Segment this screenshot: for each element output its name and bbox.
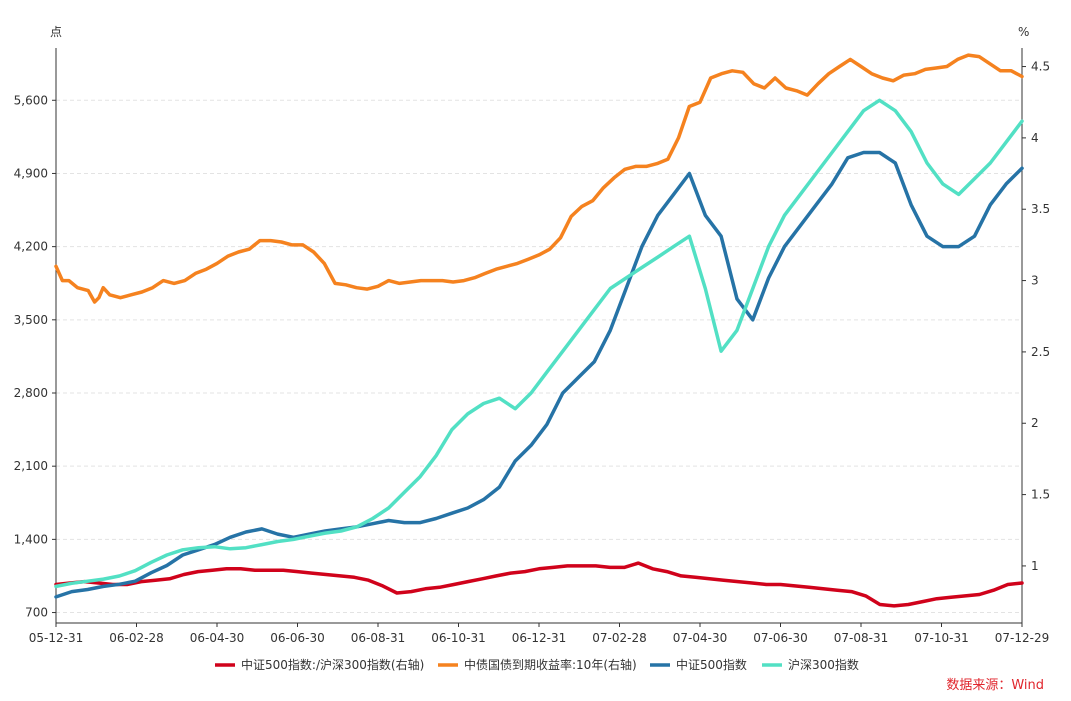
right-tick-labels: 1 1.5 2 2.5 3 3.5 4 4.5 bbox=[1022, 60, 1050, 573]
x-tick-label: 07-12-29 bbox=[995, 631, 1049, 645]
right-axis-unit: % bbox=[1018, 25, 1029, 39]
left-tick-labels: 700 1,400 2,100 2,800 3,500 4,200 4,900 5,600 bbox=[14, 93, 56, 620]
x-tick-label: 05-12-31 bbox=[29, 631, 83, 645]
left-tick-label: 4,900 bbox=[14, 166, 48, 180]
left-tick-label: 700 bbox=[25, 606, 48, 620]
series-line-2 bbox=[54, 53, 1024, 304]
x-tick-label: 06-12-31 bbox=[512, 631, 566, 645]
left-tick-label: 2,800 bbox=[14, 386, 48, 400]
series-line-4 bbox=[54, 98, 1024, 589]
x-tick-label: 06-06-30 bbox=[270, 631, 324, 645]
gridlines bbox=[56, 99, 1022, 614]
series-line-1 bbox=[54, 561, 1024, 608]
right-tick-label: 1.5 bbox=[1031, 488, 1050, 502]
left-tick-label: 1,400 bbox=[14, 532, 48, 546]
right-tick-label: 3 bbox=[1031, 274, 1039, 288]
legend-label: 沪深300指数 bbox=[788, 657, 859, 672]
x-tick-label: 07-08-31 bbox=[834, 631, 888, 645]
series-lines bbox=[54, 53, 1024, 608]
right-tick-label: 2 bbox=[1031, 416, 1039, 430]
right-tick-label: 4 bbox=[1031, 131, 1039, 145]
left-tick-label: 5,600 bbox=[14, 93, 48, 107]
x-tick-labels: 05-12-31 06-02-28 06-04-30 06-06-30 06-08-31… bbox=[29, 623, 1049, 645]
legend-label: 中证500指数:/沪深300指数(右轴) bbox=[241, 657, 424, 672]
x-tick-label: 07-04-30 bbox=[673, 631, 727, 645]
x-tick-label: 06-04-30 bbox=[190, 631, 244, 645]
legend: 中证500指数:/沪深300指数(右轴) 中债国债到期收益率:10年(右轴) 中证5… bbox=[215, 657, 859, 672]
left-tick-label: 4,200 bbox=[14, 240, 48, 254]
axes: 点 % bbox=[50, 25, 1029, 624]
right-tick-label: 3.5 bbox=[1031, 202, 1050, 216]
left-axis-unit: 点 bbox=[50, 25, 62, 39]
x-tick-label: 06-10-31 bbox=[431, 631, 485, 645]
x-tick-label: 06-02-28 bbox=[109, 631, 163, 645]
legend-label: 中证500指数 bbox=[676, 657, 747, 672]
x-tick-label: 07-02-28 bbox=[592, 631, 646, 645]
right-tick-label: 4.5 bbox=[1031, 60, 1050, 74]
legend-label: 中债国债到期收益率:10年(右轴) bbox=[464, 657, 637, 672]
right-tick-label: 1 bbox=[1031, 559, 1039, 573]
source-note: 数据来源：Wind bbox=[946, 678, 1044, 693]
x-tick-label: 07-10-31 bbox=[914, 631, 968, 645]
series-line-3 bbox=[54, 150, 1024, 599]
x-tick-label: 06-08-31 bbox=[351, 631, 405, 645]
left-tick-label: 2,100 bbox=[14, 459, 48, 473]
left-tick-label: 3,500 bbox=[14, 313, 48, 327]
right-tick-label: 2.5 bbox=[1031, 345, 1050, 359]
x-tick-label: 07-06-30 bbox=[753, 631, 807, 645]
